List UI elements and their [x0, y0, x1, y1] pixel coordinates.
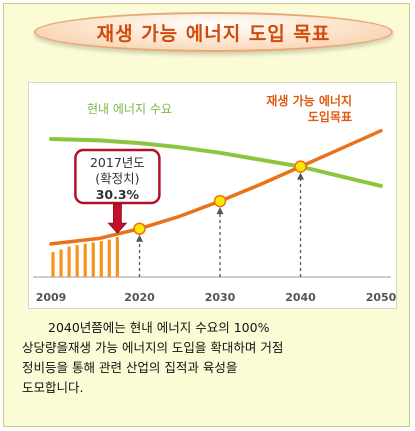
description-line: 정비등을 통해 관련 산업의 집적과 육성을	[22, 360, 238, 375]
page-title: 재생 가능 에너지 도입 목표	[96, 22, 331, 45]
x-tick-label: 2009	[36, 291, 67, 304]
title-banner: 재생 가능 에너지 도입 목표	[34, 12, 393, 52]
target-marker	[213, 194, 227, 208]
x-tick-label: 2020	[124, 291, 155, 304]
renewable-series-label: 재생 가능 에너지	[266, 93, 352, 108]
arrow-head	[136, 234, 144, 242]
energy-target-chart: 2009 2020 2030 2040 2050 현내 에너지 수요 재생 가능 에너지도입…	[33, 93, 396, 304]
description-line: 상당량을재생 가능 에너지의 도입을 확대하며 거점	[22, 340, 284, 355]
info-card: 재생 가능 에너지 도입 목표 2009 2020 2030 2040 2050 현내 에…	[3, 3, 410, 427]
x-tick-label: 2040	[285, 291, 316, 304]
bar	[75, 245, 79, 277]
callout-line: (확정치)	[95, 171, 139, 186]
target-marker	[133, 222, 146, 235]
x-tick-label: 2030	[205, 291, 236, 304]
bar	[91, 242, 95, 277]
callout-value: 30.3%	[96, 187, 140, 202]
bar	[115, 236, 119, 277]
description-line: 2040년쯤에는 현내 에너지 수요의 100%	[48, 320, 270, 335]
bar	[107, 239, 111, 277]
callout-arrow	[107, 203, 128, 234]
bar	[83, 243, 87, 277]
callout-line: 2017년도	[90, 155, 145, 170]
callout-box	[74, 148, 161, 205]
arrow-head	[297, 172, 305, 180]
bar	[67, 246, 71, 277]
bar	[51, 252, 55, 277]
demand-series-label: 현내 에너지 수요	[87, 102, 172, 116]
description-line: 도모합니다.	[22, 380, 84, 395]
arrow-head	[216, 207, 224, 215]
description: 2040년쯤에는 현내 에너지 수요의 100% 상당량을재생 가능 에너지의 …	[22, 318, 407, 398]
target-marker	[294, 160, 307, 173]
bar	[99, 241, 103, 277]
demand-series-line	[49, 137, 383, 188]
renewable-series-label: 도입목표	[308, 110, 352, 124]
x-tick-label: 2050	[366, 291, 396, 304]
bar	[59, 249, 63, 277]
